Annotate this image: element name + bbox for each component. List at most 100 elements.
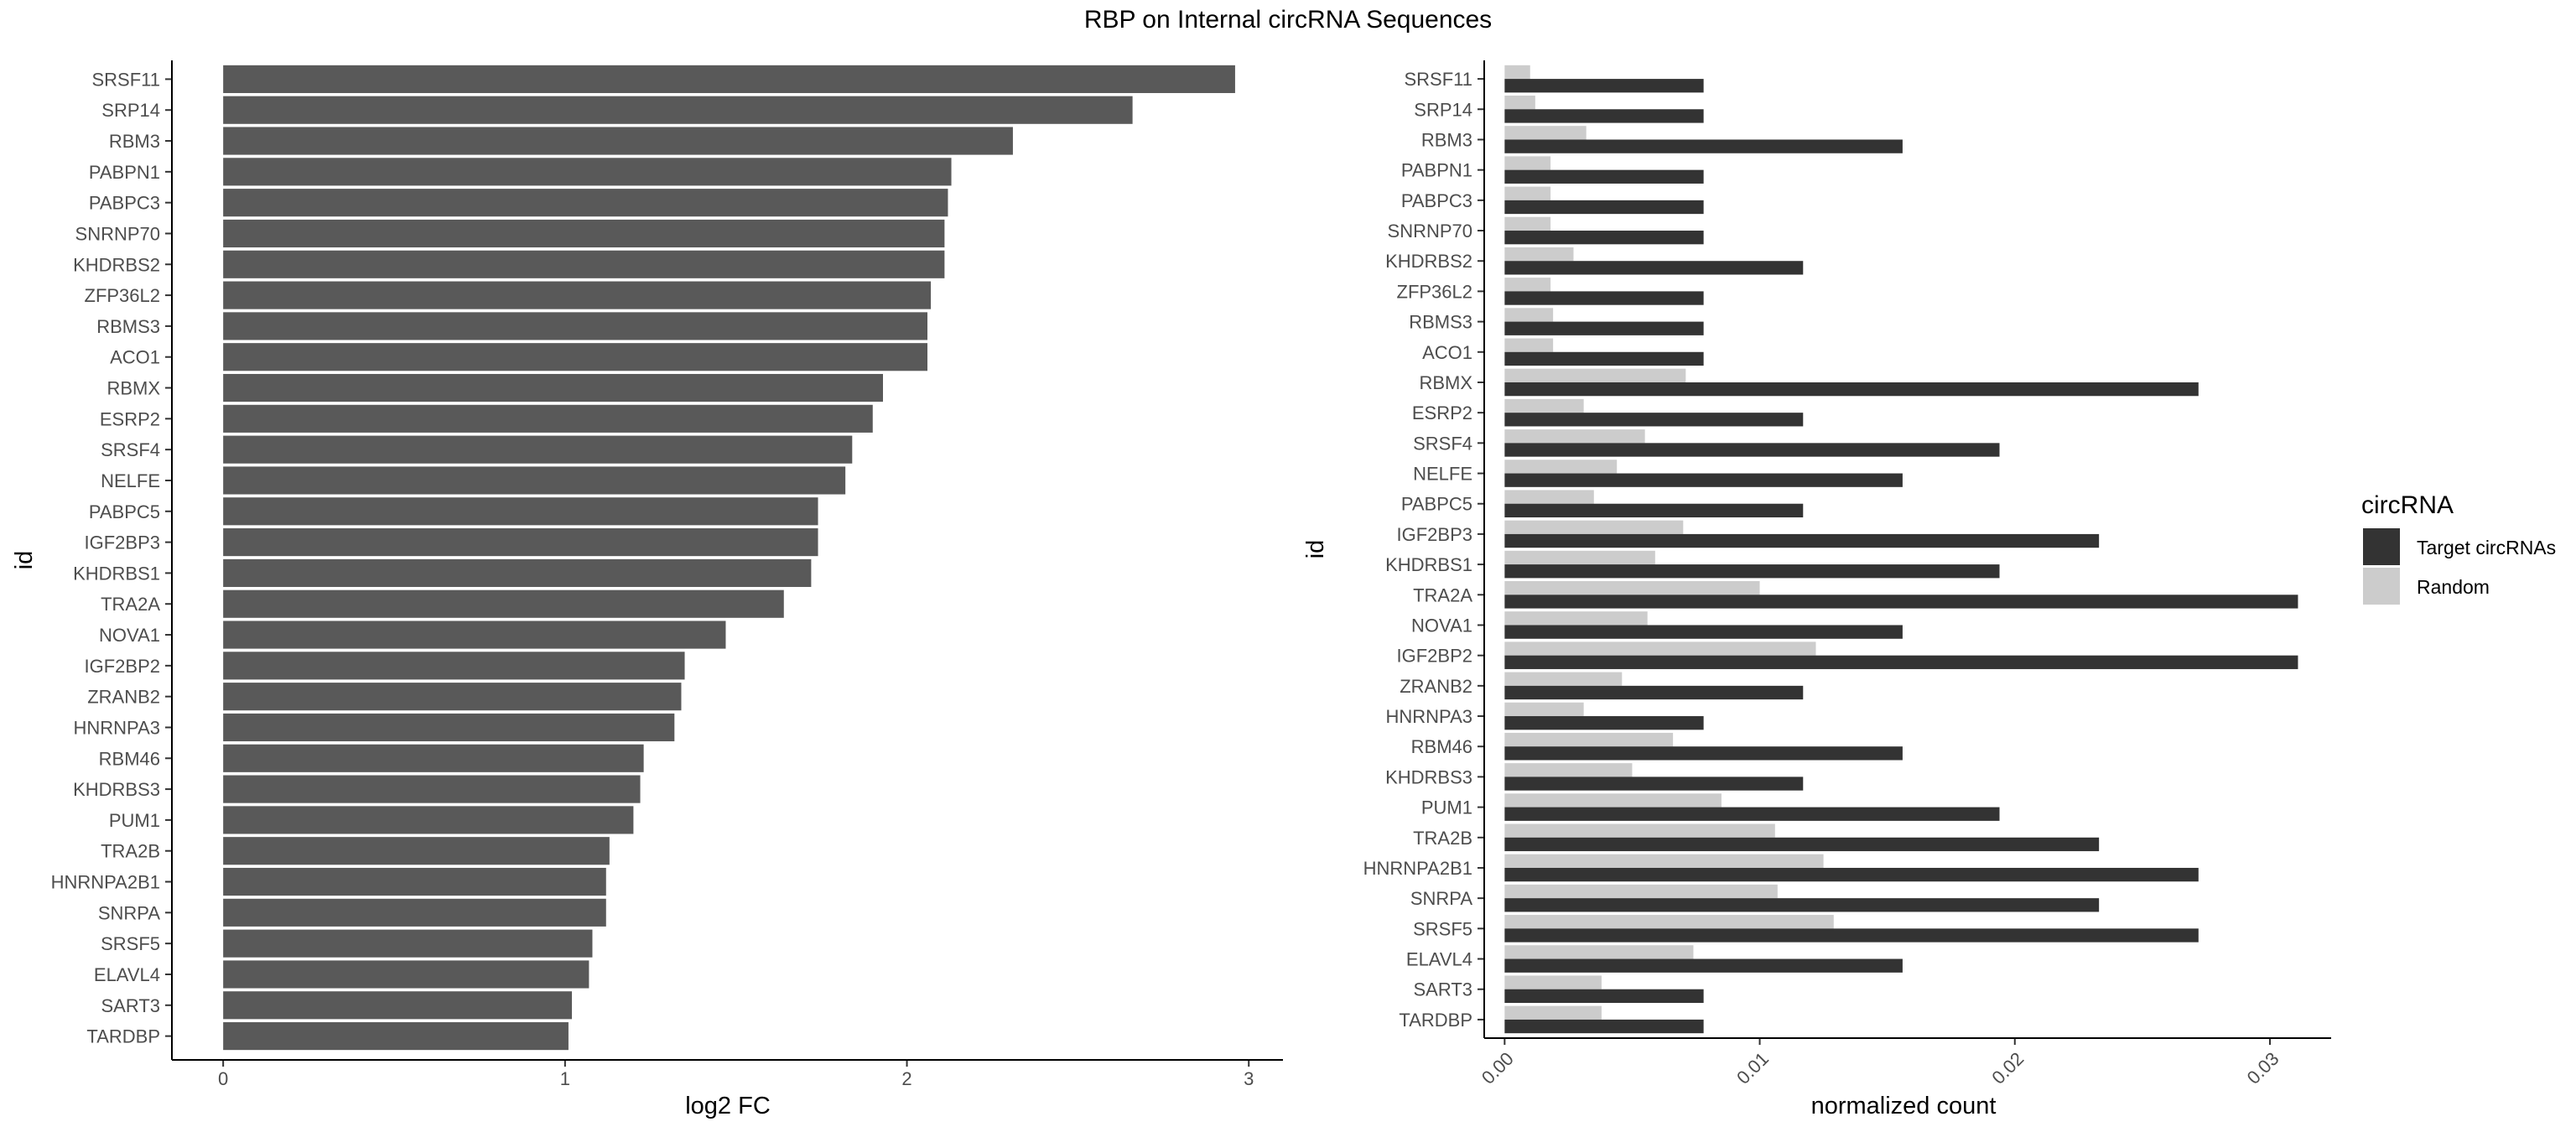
y-tick-label-zfp36l2: ZFP36L2 — [1397, 281, 1473, 302]
bar-random-hnrnpa2b1 — [1504, 854, 1824, 868]
y-tick-label-pabpc5: PABPC5 — [89, 501, 160, 522]
y-tick-label-rbm46: RBM46 — [1411, 736, 1472, 757]
y-tick-label-rbm3: RBM3 — [1421, 129, 1472, 150]
y-tick-label-khdrbs3: KHDRBS3 — [1385, 766, 1472, 787]
bar-target-khdrbs1 — [1504, 564, 2000, 579]
bar-tra2b — [223, 837, 610, 865]
y-tick-label-khdrbs1: KHDRBS1 — [1385, 554, 1472, 575]
bar-target-nelfe — [1504, 473, 1903, 487]
y-tick-label-igf2bp2: IGF2BP2 — [1397, 646, 1472, 667]
x-tick-label: 0.00 — [1478, 1048, 1518, 1088]
bar-random-zranb2 — [1504, 672, 1623, 686]
bar-khdrbs2 — [223, 250, 945, 278]
y-tick-label-srp14: SRP14 — [101, 100, 160, 121]
bar-rbmx — [223, 373, 884, 402]
bar-nelfe — [223, 466, 846, 495]
bar-target-aco1 — [1504, 351, 1704, 366]
y-tick-label-igf2bp3: IGF2BP3 — [85, 532, 160, 553]
bar-target-pabpc3 — [1504, 200, 1704, 215]
figure-title: RBP on Internal circRNA Sequences — [1084, 6, 1492, 34]
y-tick-label-nelfe: NELFE — [101, 470, 160, 491]
bar-random-pabpn1 — [1504, 156, 1551, 170]
y-tick-label-pabpc3: PABPC3 — [89, 193, 160, 214]
bar-sart3 — [223, 991, 572, 1020]
bar-random-tra2a — [1504, 580, 1760, 595]
bar-nova1 — [223, 621, 726, 649]
bar-random-igf2bp3 — [1504, 520, 1684, 534]
bar-target-srsf5 — [1504, 928, 2199, 943]
bar-random-khdrbs3 — [1504, 763, 1633, 777]
bar-target-igf2bp3 — [1504, 533, 2100, 548]
y-tick-label-snrnp70: SNRNP70 — [75, 223, 160, 244]
bar-random-khdrbs2 — [1504, 247, 1574, 262]
bar-pabpn1 — [223, 158, 952, 186]
bar-target-khdrbs2 — [1504, 261, 1804, 275]
bar-snrnp70 — [223, 219, 945, 248]
y-tick-label-tra2b: TRA2B — [101, 841, 160, 862]
bar-target-tardbp — [1504, 1019, 1704, 1034]
x-tick-label: 0 — [218, 1068, 228, 1089]
y-tick-label-srsf4: SRSF4 — [101, 439, 160, 460]
bar-pum1 — [223, 806, 634, 834]
y-tick-label-esrp2: ESRP2 — [1412, 402, 1472, 423]
y-tick-label-tra2a: TRA2A — [1413, 584, 1472, 605]
bar-random-igf2bp2 — [1504, 641, 1816, 656]
y-tick-label-zranb2: ZRANB2 — [87, 687, 160, 708]
y-tick-label-snrpa: SNRPA — [1410, 888, 1472, 909]
legend: circRNA Target circRNAs Random — [2361, 491, 2556, 605]
y-tick-label-rbm3: RBM3 — [109, 131, 160, 152]
x-tick-label: 1 — [560, 1068, 570, 1089]
y-tick-label-pabpn1: PABPN1 — [1401, 160, 1472, 181]
bar-target-zranb2 — [1504, 685, 1804, 700]
y-tick-label-aco1: ACO1 — [1422, 342, 1472, 363]
bar-random-rbm46 — [1504, 732, 1674, 747]
y-tick-label-nova1: NOVA1 — [99, 625, 160, 646]
y-tick-label-nova1: NOVA1 — [1411, 615, 1472, 636]
y-tick-label-srsf5: SRSF5 — [1413, 918, 1472, 939]
y-tick-label-sart3: SART3 — [101, 995, 160, 1016]
left-bar-chart: SRSF11 SRP14 RBM3 PABPN1 PABPC3 SNRNP70 KHDRBS… — [11, 60, 1283, 1119]
y-tick-label-srsf11: SRSF11 — [1404, 69, 1472, 90]
bar-zfp36l2 — [223, 281, 932, 309]
bar-random-nelfe — [1504, 460, 1618, 474]
bar-random-hnrnpa3 — [1504, 702, 1584, 717]
y-tick-label-snrnp70: SNRNP70 — [1388, 221, 1472, 242]
x-axis-title: normalized count — [1811, 1093, 1997, 1119]
bar-target-elavl4 — [1504, 958, 1903, 973]
bar-target-khdrbs3 — [1504, 776, 1804, 791]
y-tick-label-tardbp: TARDBP — [1399, 1010, 1472, 1031]
y-tick-label-elavl4: ELAVL4 — [94, 964, 160, 985]
bar-rbm46 — [223, 744, 644, 772]
y-tick-label-snrpa: SNRPA — [98, 902, 160, 923]
bar-target-pabpc5 — [1504, 503, 1804, 518]
bar-rbm3 — [223, 127, 1013, 155]
bar-random-pabpc3 — [1504, 186, 1551, 200]
bar-target-nova1 — [1504, 625, 1903, 639]
bar-random-aco1 — [1504, 338, 1554, 352]
bar-hnrnpa2b1 — [223, 867, 606, 896]
bar-target-rbmx — [1504, 382, 2199, 397]
bar-khdrbs1 — [223, 558, 812, 587]
bar-khdrbs3 — [223, 775, 641, 803]
bar-target-pum1 — [1504, 807, 2000, 821]
bar-target-esrp2 — [1504, 413, 1804, 427]
bar-random-pabpc5 — [1504, 490, 1594, 504]
bar-target-hnrnpa3 — [1504, 716, 1704, 730]
bar-random-snrnp70 — [1504, 216, 1551, 231]
x-tick-label: 0.02 — [1987, 1048, 2028, 1088]
y-tick-label-srsf4: SRSF4 — [1413, 433, 1472, 454]
bar-random-sart3 — [1504, 975, 1602, 989]
y-tick-label-srsf5: SRSF5 — [101, 933, 160, 954]
bar-target-srp14 — [1504, 109, 1704, 123]
bar-aco1 — [223, 343, 928, 371]
bar-srsf11 — [223, 65, 1235, 93]
y-tick-label-igf2bp3: IGF2BP3 — [1397, 524, 1472, 545]
bar-random-tardbp — [1504, 1005, 1602, 1020]
y-tick-label-pabpc5: PABPC5 — [1401, 494, 1472, 515]
bar-random-srsf11 — [1504, 65, 1530, 80]
bar-srp14 — [223, 96, 1133, 124]
bar-rbms3 — [223, 312, 928, 340]
y-tick-label-tra2b: TRA2B — [1413, 828, 1472, 849]
bar-target-pabpn1 — [1504, 169, 1704, 184]
legend-label-target-circrnas: Target circRNAs — [2417, 537, 2556, 558]
